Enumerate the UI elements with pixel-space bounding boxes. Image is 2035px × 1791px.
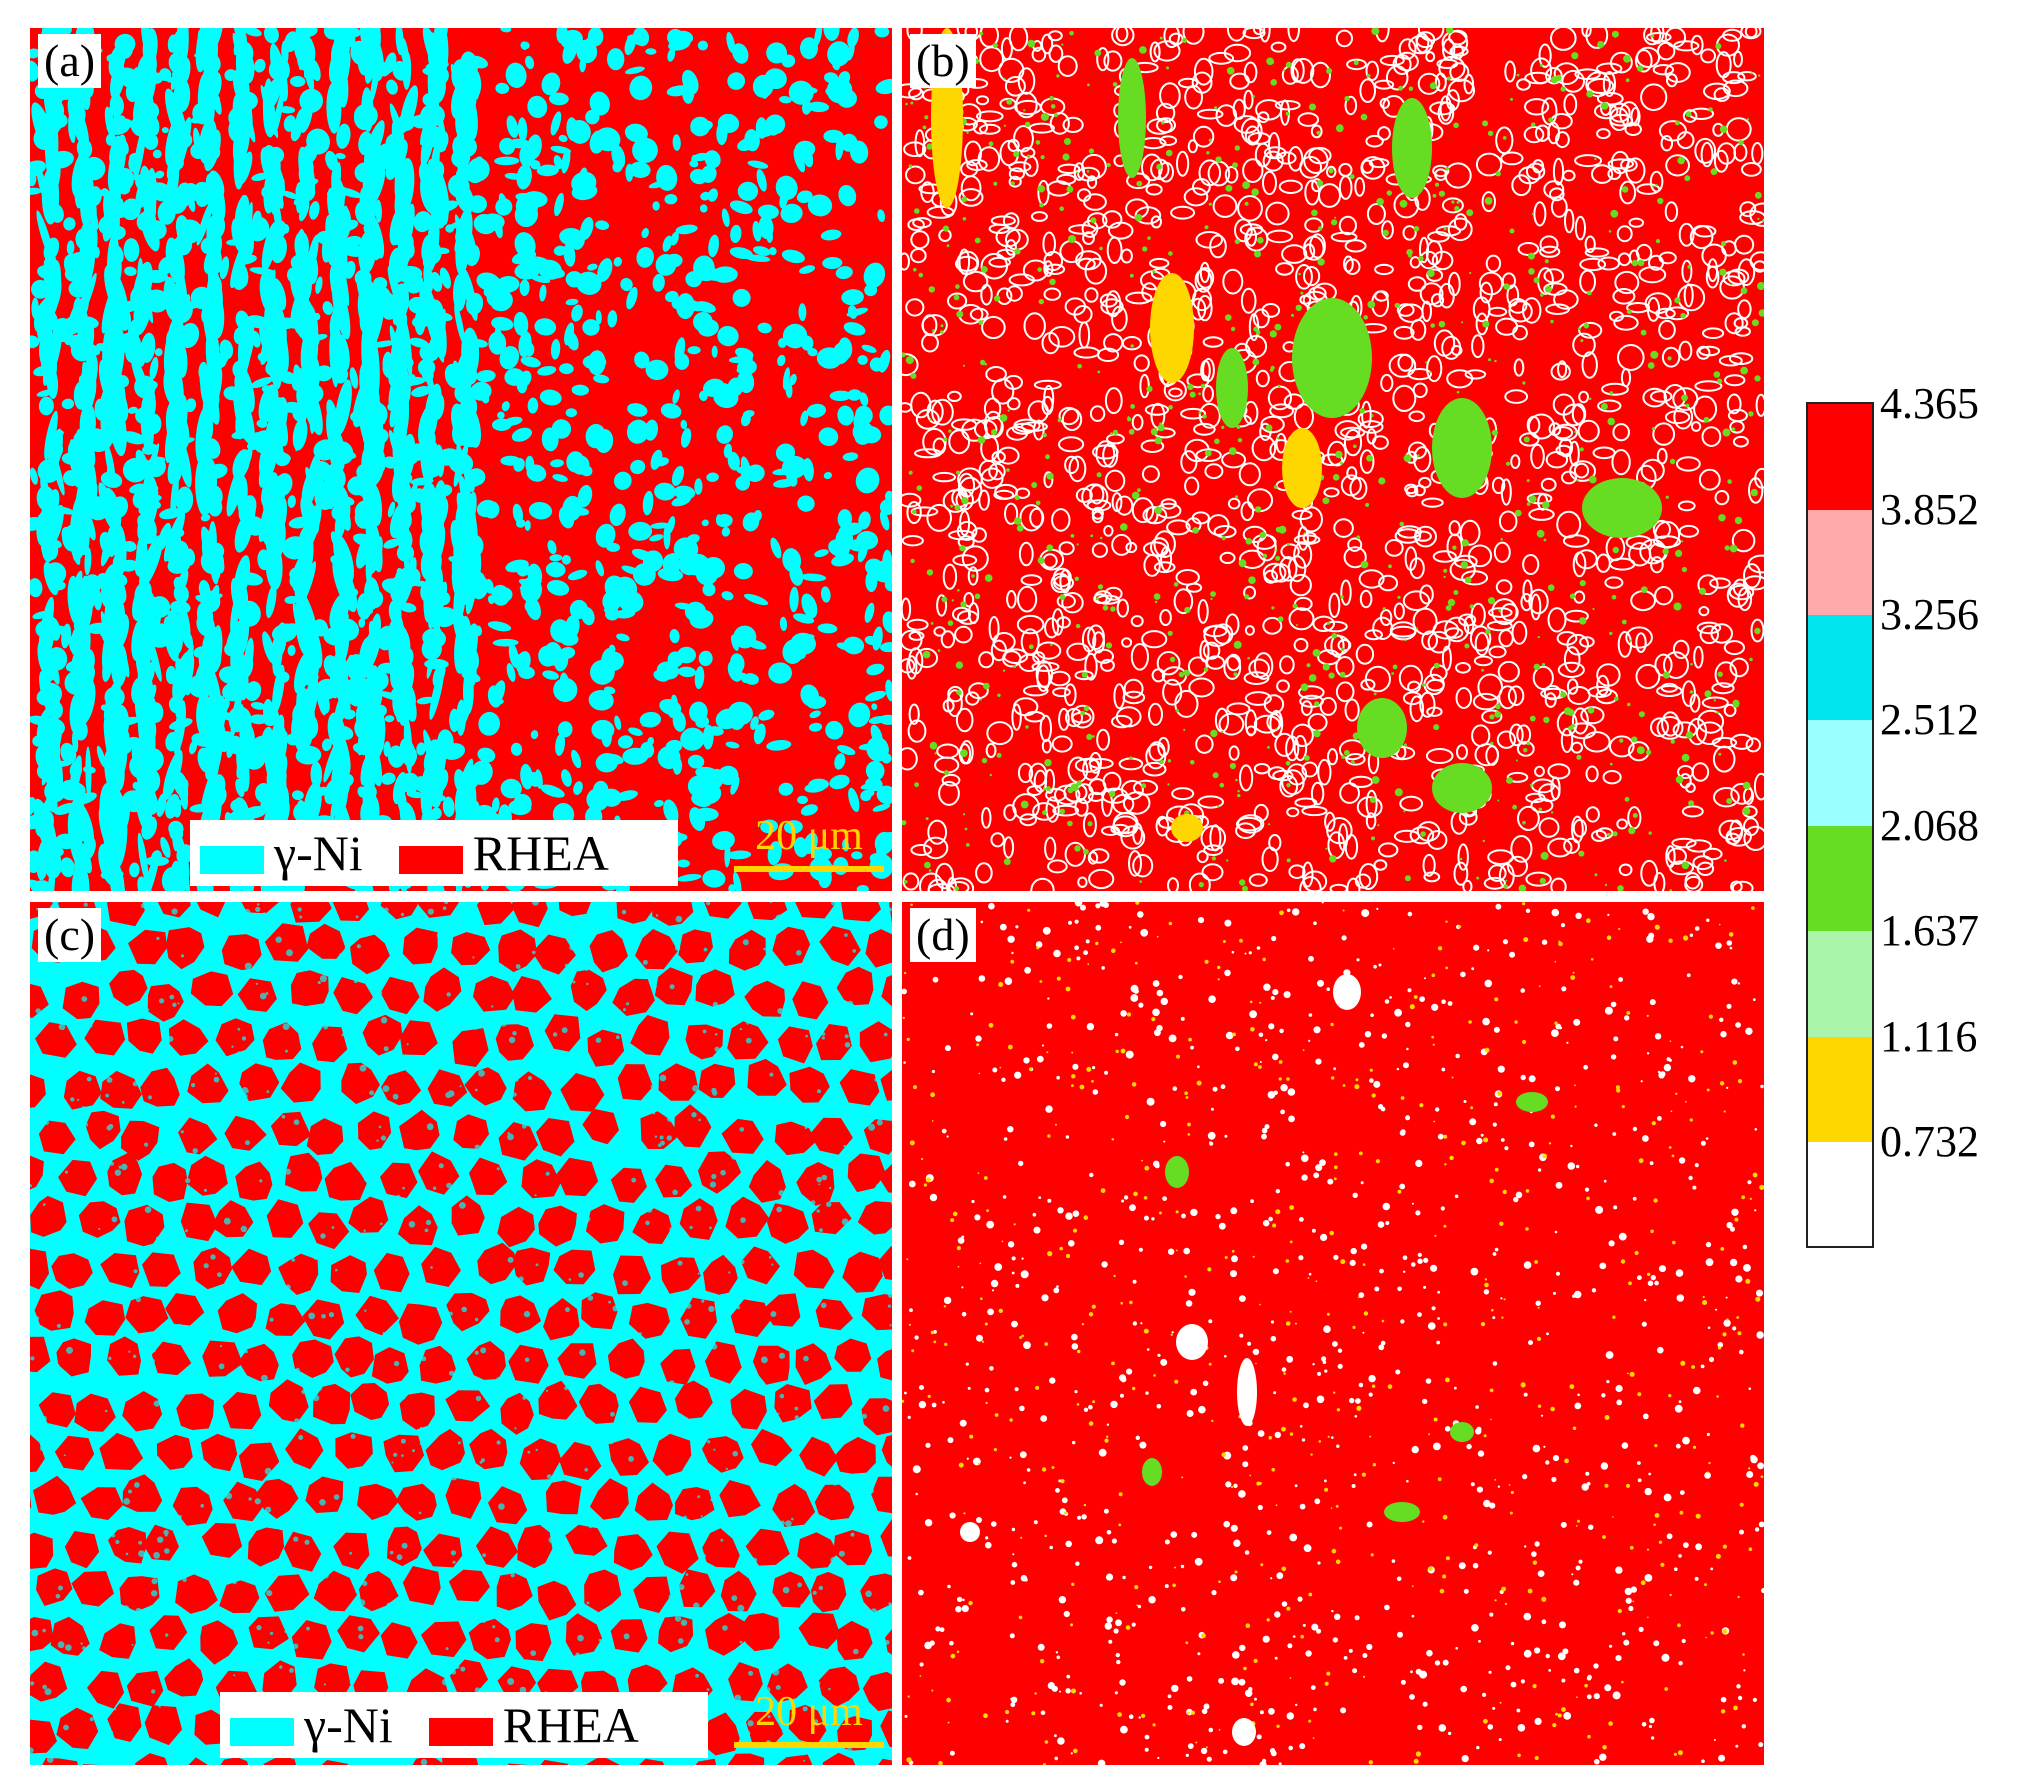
colorbar-band-6 — [1808, 931, 1872, 1037]
panel-label-b: (b) — [910, 34, 976, 88]
colorbar-band-5 — [1808, 826, 1872, 931]
scale-bar-c: 20 μm — [734, 1688, 884, 1758]
panel-label-c: (c) — [38, 908, 102, 962]
legend-swatch-rhea — [428, 1718, 493, 1746]
colorbar-tick-3: 3.256 — [1880, 590, 1979, 639]
colorbar-tick-1: 4.365 — [1880, 379, 1979, 428]
colorbar-band-2 — [1808, 510, 1872, 615]
legend-swatch-gamma-ni — [230, 1718, 294, 1746]
panel-label-d: (d) — [910, 908, 976, 962]
legend-label-rhea: RHEA — [502, 1697, 639, 1753]
kam-map-image-b — [902, 28, 1764, 891]
colorbar-band-8 — [1808, 1142, 1872, 1246]
scale-bar-label-c: 20 μm — [755, 1689, 863, 1735]
phase-map-image-c — [30, 902, 892, 1765]
scale-bar-label-a: 20 μm — [755, 813, 863, 859]
panel-label-a: (a) — [38, 34, 102, 88]
legend-label-rhea: RHEA — [472, 825, 609, 881]
colorbar-tick-8: 0.732 — [1880, 1117, 1979, 1166]
colorbar-band-4 — [1808, 720, 1872, 826]
colorbar-tick-7: 1.116 — [1880, 1012, 1978, 1061]
legend-swatch-gamma-ni — [200, 846, 264, 874]
phase-map-image-a — [30, 28, 892, 891]
scale-bar-line-c — [734, 1742, 884, 1748]
panel-c-phase-map: (c) γ-Ni RHEA 20 μm — [30, 902, 892, 1765]
legend-swatch-rhea — [398, 846, 463, 874]
kam-map-image-d — [902, 902, 1764, 1765]
scale-bar-a: 20 μm — [734, 812, 884, 882]
colorbar-tick-6: 1.637 — [1880, 906, 1979, 955]
legend-label-gamma-ni: γ-Ni — [304, 1697, 393, 1753]
colorbar-tick-4: 2.512 — [1880, 695, 1979, 744]
colorbar-tick-5: 2.068 — [1880, 801, 1979, 850]
kam-colorbar — [1806, 402, 1874, 1248]
scale-bar-line-a — [734, 866, 884, 872]
colorbar-band-3 — [1808, 615, 1872, 720]
panel-d-kam-map: (d) — [902, 902, 1764, 1765]
colorbar-tick-2: 3.852 — [1880, 485, 1979, 534]
panel-a-phase-map: (a) γ-Ni RHEA 20 μm — [30, 28, 892, 891]
legend-label-gamma-ni: γ-Ni — [274, 825, 363, 881]
phase-legend-a: γ-Ni RHEA — [190, 820, 678, 886]
colorbar-band-1 — [1808, 404, 1872, 510]
colorbar-band-7 — [1808, 1037, 1872, 1142]
phase-legend-c: γ-Ni RHEA — [220, 1692, 708, 1758]
panel-b-kam-map: (b) — [902, 28, 1764, 891]
